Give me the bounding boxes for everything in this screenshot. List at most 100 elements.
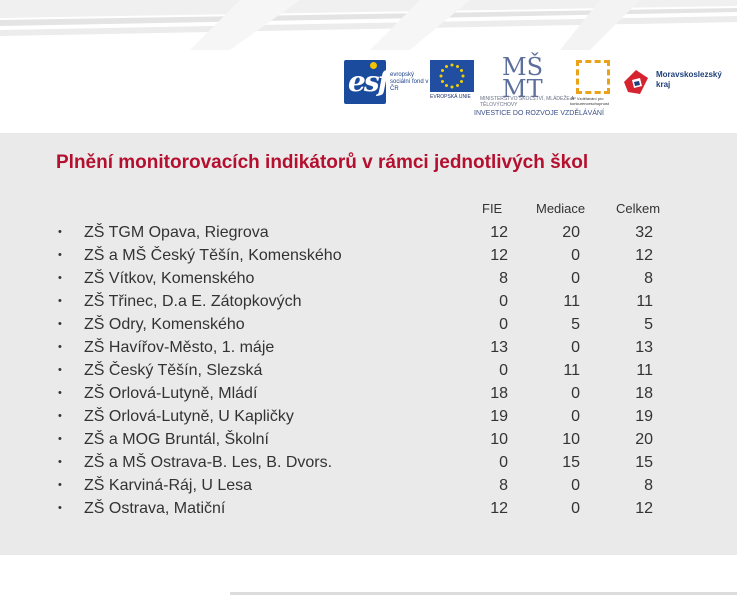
decorative-stripes [0, 0, 737, 50]
school-row: • ZŠ Ostrava, Matiční 12 0 12 [0, 497, 737, 520]
bullet-icon: • [58, 502, 62, 514]
mediace-value: 0 [571, 247, 580, 264]
mediace-value: 0 [571, 477, 580, 494]
mediace-value: 20 [562, 224, 580, 241]
school-name: ZŠ Karviná-Ráj, U Lesa [84, 477, 253, 494]
bullet-icon: • [58, 433, 62, 445]
fie-value: 8 [499, 477, 508, 494]
mediace-value: 11 [563, 293, 580, 310]
school-row: • ZŠ Odry, Komenského 0 5 5 [0, 313, 737, 336]
school-row: • ZŠ a MŠ Český Těšín, Komenského 12 0 1… [0, 244, 737, 267]
school-name: ZŠ Třinec, D.a E. Zátopkových [84, 293, 302, 310]
bullet-icon: • [58, 479, 62, 491]
school-name: ZŠ Český Těšín, Slezská [84, 362, 263, 379]
school-row: • ZŠ Karviná-Ráj, U Lesa 8 0 8 [0, 474, 737, 497]
school-row: • ZŠ Orlová-Lutyně, Mládí 18 0 18 [0, 382, 737, 405]
school-row: • ZŠ Třinec, D.a E. Zátopkových 0 11 11 [0, 290, 737, 313]
school-row: • ZŠ Vítkov, Komenského 8 0 8 [0, 267, 737, 290]
celkem-value: 32 [635, 224, 653, 241]
school-row: • ZŠ TGM Opava, Riegrova 12 20 32 [0, 221, 737, 244]
celkem-value: 19 [635, 408, 653, 425]
op-vk-text: OP Vzdělávání pro konkurenceschopnost [570, 96, 609, 106]
esf-mark: esf [348, 65, 390, 98]
fie-value: 12 [490, 247, 508, 264]
bullet-icon: • [58, 318, 62, 330]
fie-value: 0 [499, 316, 508, 333]
fie-value: 8 [499, 270, 508, 287]
bullet-icon: • [58, 364, 62, 376]
school-row: • ZŠ Havířov-Město, 1. máje 13 0 13 [0, 336, 737, 359]
msk-emblem-icon [624, 70, 648, 94]
school-row: • ZŠ Český Těšín, Slezská 0 11 11 [0, 359, 737, 382]
mediace-value: 0 [571, 408, 580, 425]
fie-value: 0 [499, 454, 508, 471]
fie-value: 12 [490, 224, 508, 241]
bullet-icon: • [58, 410, 62, 422]
celkem-value: 13 [635, 339, 653, 356]
bullet-icon: • [58, 272, 62, 284]
school-name: ZŠ TGM Opava, Riegrova [84, 224, 269, 241]
content-panel [0, 133, 737, 555]
bullet-icon: • [58, 249, 62, 261]
school-row: • ZŠ a MOG Bruntál, Školní 10 10 20 [0, 428, 737, 451]
fie-value: 0 [499, 362, 508, 379]
msk-text-line2: kraj [656, 80, 671, 89]
fie-value: 13 [490, 339, 508, 356]
celkem-value: 5 [644, 316, 653, 333]
esf-logo: esf evropský sociální fond v ČR [344, 58, 428, 106]
msmt-symbol-icon: MŠ MT [502, 53, 544, 103]
celkem-value: 12 [635, 247, 653, 264]
esf-logo-text: evropský sociální fond v ČR [390, 72, 429, 92]
celkem-value: 11 [636, 293, 653, 310]
school-row: • ZŠ a MŠ Ostrava-B. Les, B. Dvors. 0 15… [0, 451, 737, 474]
msmt-logo: MŠ MT MINISTERSTVO ŠKOLSTVÍ, MLÁDEŽE A TĚ… [474, 52, 604, 122]
fie-value: 10 [490, 431, 508, 448]
op-frame-icon [576, 60, 610, 94]
fie-value: 0 [499, 293, 508, 310]
msmt-tagline: INVESTICE DO ROZVOJE VZDĚLÁVÁNÍ [474, 110, 604, 117]
mediace-value: 0 [571, 339, 580, 356]
mediace-value: 15 [562, 454, 580, 471]
bullet-icon: • [58, 456, 62, 468]
school-name: ZŠ Orlová-Lutyně, Mládí [84, 385, 258, 402]
footer [0, 555, 737, 595]
celkem-value: 11 [636, 362, 653, 379]
eu-stars-icon [439, 63, 465, 89]
mediace-value: 11 [563, 362, 580, 379]
header-banner: esf evropský sociální fond v ČR EVROPSKÁ… [0, 0, 737, 133]
school-name: ZŠ Orlová-Lutyně, U Kapličky [84, 408, 294, 425]
mediace-value: 5 [571, 316, 580, 333]
school-name: ZŠ Vítkov, Komenského [84, 270, 255, 287]
celkem-value: 18 [635, 385, 653, 402]
page-title: Plnění monitorovacích indikátorů v rámci… [56, 152, 589, 173]
school-name: ZŠ Ostrava, Matiční [84, 500, 226, 517]
mediace-value: 10 [562, 431, 580, 448]
msk-text-line1: Moravskoslezský [656, 70, 722, 79]
column-header-fie: FIE [482, 201, 503, 216]
eu-label: EVROPSKÁ UNIE [430, 94, 471, 100]
bullet-icon: • [58, 387, 62, 399]
eu-flag-logo: EVROPSKÁ UNIE [430, 60, 476, 106]
celkem-value: 8 [644, 477, 653, 494]
mediace-value: 0 [571, 270, 580, 287]
op-vk-logo: OP Vzdělávání pro konkurenceschopnost [570, 58, 626, 108]
column-header-celkem: Celkem [616, 201, 661, 216]
bullet-icon: • [58, 295, 62, 307]
fie-value: 19 [490, 408, 508, 425]
fie-value: 18 [490, 385, 508, 402]
school-name: ZŠ Odry, Komenského [84, 316, 245, 333]
mediace-value: 0 [571, 385, 580, 402]
school-name: ZŠ a MOG Bruntál, Školní [84, 431, 269, 448]
celkem-value: 12 [635, 500, 653, 517]
msmt-text: MINISTERSTVO ŠKOLSTVÍ, MLÁDEŽE A TĚLOVÝC… [480, 96, 574, 108]
school-name: ZŠ a MŠ Český Těšín, Komenského [84, 247, 342, 264]
bullet-icon: • [58, 341, 62, 353]
celkem-value: 8 [644, 270, 653, 287]
column-header-mediace: Mediace [536, 201, 586, 216]
fie-value: 12 [490, 500, 508, 517]
celkem-value: 20 [635, 431, 653, 448]
bullet-icon: • [58, 226, 62, 238]
partner-logos: esf evropský sociální fond v ČR EVROPSKÁ… [340, 52, 737, 122]
school-row: • ZŠ Orlová-Lutyně, U Kapličky 19 0 19 [0, 405, 737, 428]
msk-kraj-logo: Moravskoslezský kraj [622, 66, 732, 106]
